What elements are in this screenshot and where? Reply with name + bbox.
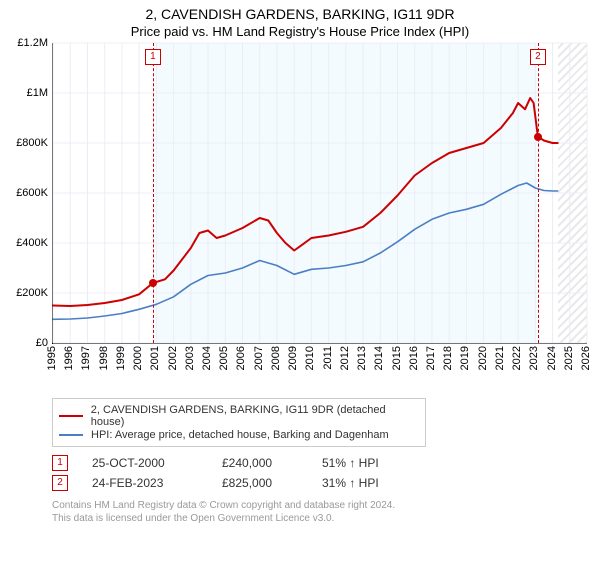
y-tick-label: £1.2M <box>17 37 48 49</box>
x-tick-label: 2013 <box>356 346 368 370</box>
x-tick-label: 2021 <box>494 346 506 370</box>
x-tick-label: 2002 <box>167 346 179 370</box>
x-tick-label: 2003 <box>184 346 196 370</box>
y-axis-labels: £0£200K£400K£600K£800K£1M£1.2M <box>4 43 48 343</box>
x-tick-label: 2004 <box>201 346 213 370</box>
x-tick-label: 1996 <box>63 346 75 370</box>
x-tick-label: 2018 <box>442 346 454 370</box>
event-price: £240,000 <box>222 456 322 470</box>
event-row: 1 25-OCT-2000 £240,000 51% ↑ HPI <box>52 455 590 471</box>
x-tick-label: 1999 <box>115 346 127 370</box>
x-tick-label: 2007 <box>253 346 265 370</box>
event-marker-icon: 2 <box>52 475 68 491</box>
x-tick-label: 2025 <box>563 346 575 370</box>
x-tick-label: 2017 <box>425 346 437 370</box>
chart-area: £0£200K£400K£600K£800K£1M£1.2M 12 199519… <box>52 43 594 392</box>
y-tick-label: £1M <box>27 87 48 99</box>
y-tick-label: £600K <box>16 187 48 199</box>
y-tick-label: £200K <box>16 287 48 299</box>
chart-subtitle: Price paid vs. HM Land Registry's House … <box>0 24 600 39</box>
x-tick-label: 2011 <box>322 346 334 370</box>
x-tick-label: 2009 <box>287 346 299 370</box>
legend-item-property: 2, CAVENDISH GARDENS, BARKING, IG11 9DR … <box>59 404 419 428</box>
y-tick-label: £800K <box>16 137 48 149</box>
legend-label: 2, CAVENDISH GARDENS, BARKING, IG11 9DR … <box>91 404 419 428</box>
x-tick-label: 2015 <box>391 346 403 370</box>
footnote-line: This data is licensed under the Open Gov… <box>52 512 590 525</box>
y-tick-label: £400K <box>16 237 48 249</box>
x-tick-label: 2005 <box>218 346 230 370</box>
legend: 2, CAVENDISH GARDENS, BARKING, IG11 9DR … <box>52 398 426 447</box>
x-tick-label: 2010 <box>304 346 316 370</box>
x-tick-label: 2019 <box>459 346 471 370</box>
x-tick-label: 1997 <box>80 346 92 370</box>
event-dashed-line <box>538 43 539 343</box>
x-tick-label: 1995 <box>46 346 58 370</box>
x-tick-label: 2008 <box>270 346 282 370</box>
x-tick-label: 2024 <box>546 346 558 370</box>
x-tick-label: 2006 <box>235 346 247 370</box>
legend-swatch <box>59 434 83 436</box>
event-delta: 31% ↑ HPI <box>322 476 379 490</box>
x-tick-label: 2012 <box>339 346 351 370</box>
x-tick-label: 2020 <box>477 346 489 370</box>
legend-item-hpi: HPI: Average price, detached house, Bark… <box>59 429 419 441</box>
footnote-line: Contains HM Land Registry data © Crown c… <box>52 499 590 512</box>
event-dashed-line <box>153 43 154 343</box>
x-tick-label: 2016 <box>408 346 420 370</box>
x-tick-label: 2023 <box>528 346 540 370</box>
x-axis-labels: 1995199619971998199920002001200220032004… <box>52 346 586 392</box>
event-date: 25-OCT-2000 <box>92 456 222 470</box>
x-tick-label: 2001 <box>149 346 161 370</box>
footnote: Contains HM Land Registry data © Crown c… <box>52 499 590 525</box>
event-delta: 51% ↑ HPI <box>322 456 379 470</box>
series-lines <box>53 43 587 343</box>
event-dot-icon <box>149 279 157 287</box>
plot-area: 12 <box>52 43 587 344</box>
event-marker-badge: 2 <box>530 49 546 65</box>
legend-label: HPI: Average price, detached house, Bark… <box>91 429 389 441</box>
x-tick-label: 2000 <box>132 346 144 370</box>
x-tick-label: 2022 <box>511 346 523 370</box>
x-tick-label: 1998 <box>98 346 110 370</box>
event-date: 24-FEB-2023 <box>92 476 222 490</box>
event-row: 2 24-FEB-2023 £825,000 31% ↑ HPI <box>52 475 590 491</box>
x-tick-label: 2026 <box>580 346 592 370</box>
chart-title: 2, CAVENDISH GARDENS, BARKING, IG11 9DR <box>0 6 600 22</box>
event-marker-badge: 1 <box>145 49 161 65</box>
events-table: 1 25-OCT-2000 £240,000 51% ↑ HPI 2 24-FE… <box>52 455 590 491</box>
event-dot-icon <box>534 133 542 141</box>
event-marker-icon: 1 <box>52 455 68 471</box>
x-tick-label: 2014 <box>373 346 385 370</box>
legend-swatch <box>59 415 83 417</box>
event-price: £825,000 <box>222 476 322 490</box>
